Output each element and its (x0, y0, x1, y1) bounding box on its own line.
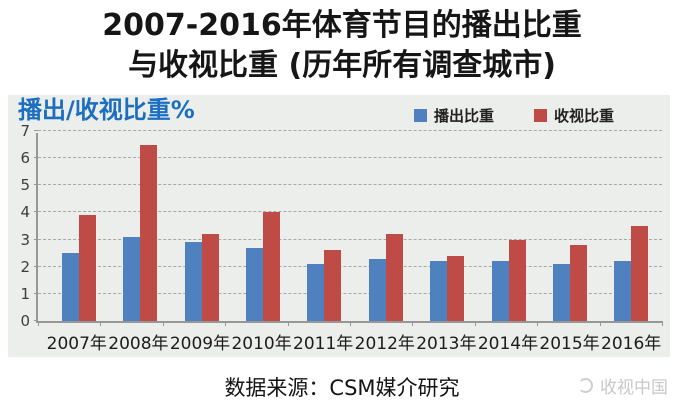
y-tick-mark-0 (34, 320, 38, 321)
y-tick-label-0: 0 (20, 312, 30, 330)
bar-收视比重-2012年 (385, 234, 403, 321)
bar-收视比重-2013年 (447, 255, 465, 321)
bar-收视比重-2008年 (140, 144, 158, 321)
y-tick-label-1: 1 (20, 284, 30, 303)
watermark-text: 收视中国 (600, 378, 668, 398)
x-tick-label-2015年: 2015年 (539, 334, 600, 354)
bar-group-2014年 (478, 133, 539, 321)
bar-收视比重-2015年 (569, 245, 587, 321)
plot-area: 0 1 2 3 4 5 6 7 (20, 123, 663, 329)
x-tick-mark-7 (474, 321, 476, 326)
data-source-text: 数据来源：CSM媒介研究 (224, 376, 460, 400)
x-tick-mark-2 (162, 321, 164, 326)
x-tick-mark-1 (100, 321, 102, 326)
x-tick-mark-3 (225, 321, 227, 326)
x-tick-mark-5 (350, 321, 351, 326)
bar-播出比重-2013年 (430, 261, 448, 321)
legend-item-viewing: 收视比重 (533, 105, 614, 126)
bar-播出比重-2009年 (184, 242, 202, 321)
y-tick-label-6: 6 (20, 149, 30, 168)
gridline-2 (38, 265, 662, 267)
y-tick-mark-5 (34, 184, 38, 186)
bar-group-2008年 (109, 133, 170, 321)
shoushi-china-logo-icon (578, 378, 593, 393)
y-tick-label-3: 3 (20, 230, 30, 249)
x-axis-labels: 2007年 2008年 2009年 2010年 2011年 2012年 2013年 2014年… (36, 329, 662, 354)
x-tick-label-2009年: 2009年 (169, 334, 231, 354)
legend-label-viewing: 收视比重 (553, 107, 614, 125)
bar-播出比重-2016年 (614, 261, 632, 321)
bar-播出比重-2008年 (123, 236, 141, 321)
legend: 播出比重 收视比重 (413, 96, 654, 126)
bar-收视比重-2009年 (201, 234, 219, 321)
y-tick-mark-3 (34, 238, 38, 240)
x-tick-mark-0 (38, 321, 39, 326)
bar-group-2011年 (294, 133, 355, 321)
x-tick-label-2013年: 2013年 (416, 334, 477, 354)
gridline-5 (38, 184, 662, 186)
y-axis-title: 播出/收视比重% (18, 96, 195, 124)
bar-播出比重-2010年 (245, 247, 263, 321)
x-tick-mark-10 (662, 321, 663, 326)
chart-title-line2: 与收视比重 (历年所有调查城市) (128, 48, 556, 83)
chart-panel-header: 播出/收视比重% 播出比重 收视比重 (18, 96, 654, 126)
bar-播出比重-2014年 (491, 261, 509, 321)
bar-收视比重-2014年 (508, 239, 526, 321)
bar-group-2012年 (355, 133, 416, 321)
x-tick-label-2014年: 2014年 (477, 334, 539, 354)
bar-收视比重-2016年 (631, 226, 649, 321)
chart-title-line1: 2007-2016年体育节目的播出比重 (102, 8, 582, 43)
bar-播出比重-2012年 (368, 258, 386, 321)
bar-group-2009年 (171, 133, 232, 321)
bar-收视比重-2010年 (262, 212, 280, 321)
y-tick-mark-6 (34, 157, 38, 159)
y-tick-mark-1 (34, 292, 38, 294)
gridline-4 (38, 211, 662, 213)
x-tick-label-2007年: 2007年 (46, 334, 107, 354)
gridline-3 (38, 238, 662, 240)
bar-group-2013年 (416, 133, 477, 321)
y-tick-label-5: 5 (20, 176, 30, 195)
y-tick-label-4: 4 (20, 203, 30, 222)
gridline-7 (38, 130, 662, 131)
x-tick-mark-8 (537, 321, 539, 326)
bar-group-2010年 (232, 133, 293, 321)
bar-收视比重-2007年 (78, 215, 96, 321)
y-tick-label-7: 7 (20, 122, 30, 140)
y-tick-mark-2 (34, 265, 38, 267)
y-tick-mark-7 (34, 130, 38, 131)
bar-播出比重-2015年 (552, 264, 570, 321)
bar-group-2007年 (48, 133, 109, 321)
gridline-1 (38, 292, 662, 294)
bar-播出比重-2007年 (61, 253, 79, 321)
x-tick-label-2008年: 2008年 (108, 334, 169, 354)
watermark: 收视中国 (578, 373, 668, 398)
x-tick-label-2016年: 2016年 (601, 334, 662, 354)
y-tick-label-2: 2 (20, 257, 30, 276)
bar-group-2016年 (601, 133, 662, 321)
x-tick-label-2012年: 2012年 (354, 334, 415, 354)
x-tick-mark-4 (287, 321, 289, 326)
bar-groups (38, 133, 662, 321)
x-tick-label-2010年: 2010年 (231, 334, 292, 354)
chart-title: 2007-2016年体育节目的播出比重 与收视比重 (历年所有调查城市) (0, 0, 684, 86)
gridline-6 (38, 157, 662, 159)
x-tick-label-2011年: 2011年 (293, 334, 354, 354)
bar-播出比重-2011年 (307, 264, 325, 321)
x-tick-mark-9 (599, 321, 601, 326)
y-tick-mark-4 (34, 211, 38, 213)
legend-swatch-red-icon (533, 109, 547, 122)
legend-swatch-blue-icon (413, 109, 427, 122)
bar-收视比重-2011年 (324, 250, 342, 321)
legend-item-broadcast: 播出比重 (413, 105, 494, 126)
legend-label-broadcast: 播出比重 (433, 107, 494, 125)
x-tick-mark-6 (412, 321, 414, 326)
bar-group-2015年 (539, 133, 600, 321)
